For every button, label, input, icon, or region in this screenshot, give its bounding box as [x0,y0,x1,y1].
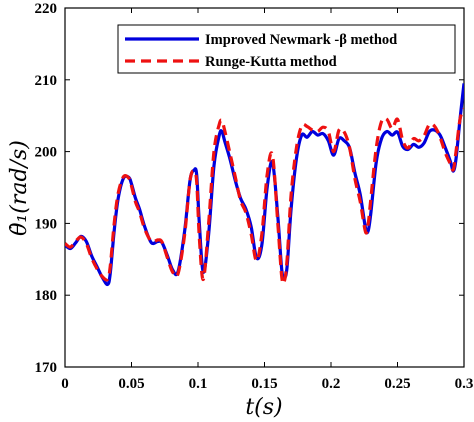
y-tick-label: 170 [35,360,58,376]
legend: Improved Newmark -β method Runge-Kutta m… [117,24,456,74]
x-tick-label: 0.25 [384,376,410,392]
legend-label-runge-kutta: Runge-Kutta method [205,54,337,70]
x-tick-label: 0.2 [322,376,341,392]
legend-label-newmark: Improved Newmark -β method [205,32,397,48]
series-line-runge-kutta [65,107,464,286]
x-tick-label: 0.05 [118,376,144,392]
y-axis-label: θ̇₁(rad/s) [7,140,32,236]
x-tick-label: 0.1 [189,376,208,392]
x-tick-label: 0 [61,376,69,392]
x-tick-label: 0.3 [455,376,474,392]
y-tick-label: 180 [35,288,58,304]
series-layer [65,83,464,287]
y-tick-label: 190 [35,216,58,232]
y-tick-label: 210 [35,73,58,89]
y-tick-label: 200 [35,145,58,161]
x-axis-label: t(s) [245,395,282,420]
y-tick-label: 220 [35,1,58,17]
legend-box [117,24,456,74]
axis-ticks: 0 0.05 0.1 0.15 0.2 0.25 0.3 170 180 190 200 210 220 [35,1,474,392]
x-tick-label: 0.15 [251,376,277,392]
